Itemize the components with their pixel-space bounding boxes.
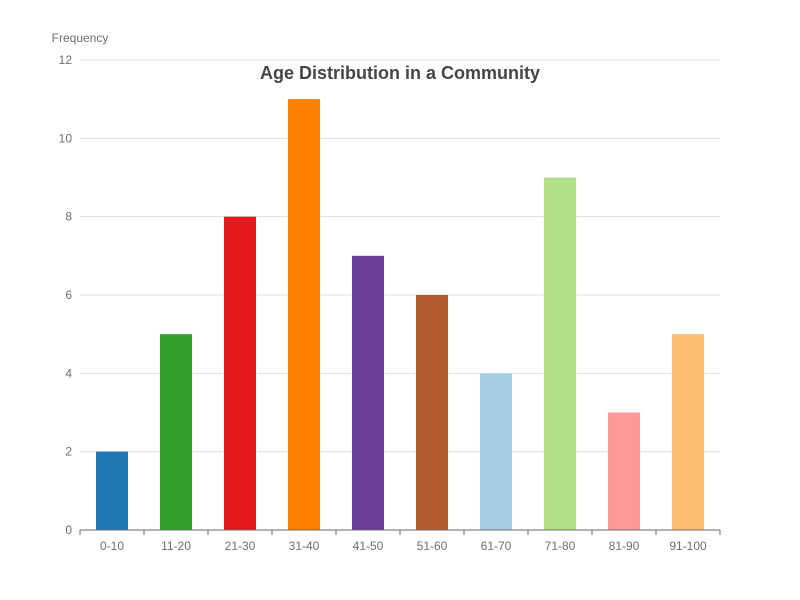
x-tick-label: 41-50 (353, 539, 384, 553)
bar-0-10[interactable] (96, 451, 128, 530)
x-tick-label: 81-90 (609, 539, 640, 553)
y-tick-labels: 0 2 4 6 8 10 12 (59, 53, 73, 537)
bar-21-30[interactable] (224, 216, 256, 530)
y-tick-label: 4 (65, 366, 72, 380)
bar-11-20[interactable] (160, 334, 192, 530)
bar-31-40[interactable] (288, 99, 320, 531)
bar-91-100[interactable] (672, 334, 704, 530)
axes (79, 529, 721, 535)
x-tick-label: 31-40 (289, 539, 320, 553)
x-tick-label: 91-100 (669, 539, 707, 553)
x-tick-labels: 0-10 11-20 21-30 31-40 41-50 51-60 61-70 71-80 8… (100, 539, 707, 553)
y-tick-label: 10 (59, 131, 73, 145)
x-tick-label: 51-60 (417, 539, 448, 553)
bar-61-70[interactable] (480, 373, 512, 530)
x-tick-label: 61-70 (481, 539, 512, 553)
bar-81-90[interactable] (608, 412, 640, 531)
y-tick-label: 2 (65, 445, 72, 459)
chart-title: Age Distribution in a Community (260, 63, 540, 83)
y-tick-label: 8 (65, 210, 72, 224)
x-tick-label: 71-80 (545, 539, 576, 553)
bar-71-80[interactable] (544, 177, 576, 531)
bars (96, 99, 704, 531)
bar-41-50[interactable] (352, 255, 384, 531)
y-tick-label: 12 (59, 53, 73, 67)
x-tick-label: 11-20 (161, 539, 191, 553)
bar-51-60[interactable] (416, 295, 448, 530)
y-tick-label: 0 (65, 523, 72, 537)
x-tick-label: 0-10 (100, 539, 124, 553)
x-tick-label: 21-30 (225, 539, 256, 553)
y-tick-label: 6 (65, 288, 72, 302)
y-axis-label: Frequency (52, 31, 109, 45)
